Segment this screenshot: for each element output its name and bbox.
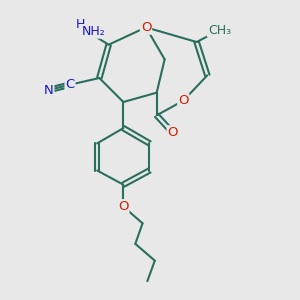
Text: CH₃: CH₃ [208,23,231,37]
Text: NH₂: NH₂ [82,25,105,38]
Text: H: H [76,18,86,31]
Text: O: O [141,21,151,34]
Text: O: O [178,94,189,107]
Text: O: O [118,200,129,213]
Text: O: O [167,126,178,139]
Text: N: N [44,83,54,97]
Text: C: C [65,78,75,91]
